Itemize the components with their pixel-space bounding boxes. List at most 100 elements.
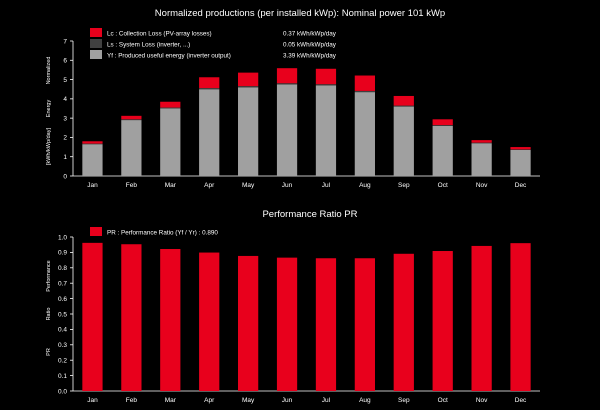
chart1-bar-apr-s2: [199, 77, 220, 89]
chart1-bar-oct-s0: [432, 125, 453, 176]
chart2-category-label: Dec: [515, 397, 527, 404]
chart2-y-tick-label: 0.5: [58, 311, 67, 318]
chart1-legend-label: Lc : Collection Loss (PV-array losses): [107, 31, 212, 38]
chart2-y-tick-label: 0.9: [58, 250, 67, 257]
chart1-categories: Jan Feb Mar Apr May Jun Jul Aug Sep Oct Nov Dec: [87, 182, 527, 189]
chart1-bar-mar-s1: [160, 107, 181, 109]
chart1-category-label: Dec: [515, 182, 527, 189]
chart1-bar-sep-s2: [393, 95, 414, 106]
chart2-ylabel: Performance Ratio PR: [46, 260, 52, 356]
chart2-axes: 0.0 0.1 0.2 0.3 0.4 0.5 0.6 0.7 0.8 0.9 1.0: [58, 234, 540, 395]
chart2-bar-mar-s0: [160, 249, 181, 391]
chart1-axes: 0 1 2 3 4 5 6 7: [63, 38, 540, 180]
chart2-y-tick-label: 0.7: [58, 281, 67, 288]
chart1-legend: Lc : Collection Loss (PV-array losses) 0.…: [90, 28, 337, 60]
chart1-bar-jul-s1: [315, 84, 337, 86]
chart2-category-label: Mar: [165, 397, 177, 404]
chart1-category-label: Jun: [282, 182, 293, 189]
chart2-y-tick-label: 0.1: [58, 373, 67, 380]
normalized-productions-chart: Normalized productions (per installed kW…: [46, 8, 540, 189]
chart1-ylabel-text: Normalized: [46, 57, 52, 85]
chart2-ylabel-text: Ratio: [46, 308, 52, 321]
chart2-bar-sep-s0: [393, 253, 414, 391]
chart2-bar-oct-s0: [432, 251, 453, 391]
chart1-bar-aug-s2: [354, 75, 375, 91]
chart2-category-label: Aug: [359, 397, 371, 404]
chart2-category-label: May: [242, 397, 255, 404]
chart1-legend-value: 0.05 kWh/kWp/day: [283, 42, 337, 49]
chart1-bar-apr-s1: [199, 88, 220, 90]
chart1-category-label: May: [242, 182, 255, 189]
chart2-ylabel-text: Performance: [46, 260, 52, 292]
chart1-y-tick-label: 6: [63, 58, 67, 65]
chart2-category-label: Feb: [126, 397, 138, 404]
chart1-bar-aug-s0: [354, 92, 375, 176]
chart1-legend-value: 0.37 kWh/kWp/day: [283, 31, 337, 38]
chart1-bar-dec-s0: [510, 149, 531, 176]
chart1-legend-swatch: [90, 50, 102, 59]
chart1-bar-oct-s1: [432, 125, 453, 126]
chart1-bar-jun-s0: [276, 84, 298, 176]
chart1-title: Normalized productions (per installed kW…: [155, 8, 445, 19]
chart1-bar-nov-s2: [471, 140, 492, 143]
chart2-bar-jan-s0: [82, 242, 103, 391]
performance-ratio-chart: Performance Ratio PR Performance Ratio PR …: [46, 209, 540, 404]
chart1-category-label: Jul: [322, 182, 331, 189]
chart2-bar-may-s0: [238, 255, 259, 391]
chart2-y-tick-label: 0.8: [58, 265, 67, 272]
chart1-bar-may-s2: [238, 72, 259, 87]
chart1-y-tick-label: 7: [63, 38, 67, 45]
chart2-bar-feb-s0: [121, 244, 142, 391]
chart2-y-tick-label: 0.3: [58, 342, 67, 349]
chart2-category-label: Oct: [438, 397, 448, 404]
chart2-bar-dec-s0: [510, 243, 531, 391]
chart1-bar-nov-s0: [471, 143, 492, 176]
chart1-bar-jun-s2: [276, 68, 298, 84]
chart1-bar-jan-s0: [82, 144, 103, 176]
chart2-ylabel-text: PR: [46, 348, 52, 356]
chart1-ylabel-text: [kWh/kWp/day]: [46, 128, 52, 165]
chart2-bar-jun-s0: [276, 257, 298, 391]
chart1-bar-aug-s1: [354, 90, 375, 93]
chart1-bar-may-s0: [238, 87, 259, 176]
chart1-bar-mar-s2: [160, 101, 181, 108]
chart1-bar-apr-s0: [199, 89, 220, 176]
chart2-categories: Jan Feb Mar Apr May Jun Jul Aug Sep Oct Nov Dec: [87, 397, 527, 404]
chart1-legend-swatch: [90, 39, 102, 48]
chart2-category-label: Jun: [282, 397, 293, 404]
chart1-bar-may-s1: [238, 86, 259, 88]
chart1-ylabel: Normalized Energy [kWh/kWp/day]: [46, 57, 52, 165]
chart1-y-tick-label: 5: [63, 77, 67, 84]
chart2-bars: [82, 242, 531, 391]
chart1-bar-sep-s0: [393, 106, 414, 176]
chart1-bar-feb-s1: [121, 119, 142, 121]
chart2-legend-label: PR : Performance Ratio (Yf / Yr) : 0.890: [107, 230, 218, 237]
chart2-bar-aug-s0: [354, 258, 375, 391]
chart1-bars: [82, 68, 531, 176]
chart1-bar-dec-s1: [510, 149, 531, 150]
chart2-bar-apr-s0: [199, 252, 220, 391]
chart1-bar-oct-s2: [432, 119, 453, 126]
chart2-category-label: Nov: [476, 397, 488, 404]
chart1-bar-mar-s0: [160, 108, 181, 176]
chart1-bar-dec-s2: [510, 147, 531, 150]
chart1-legend-value: 3.39 kWh/kWp/day: [283, 53, 337, 60]
chart2-legend-swatch: [90, 227, 102, 236]
chart1-ylabel-text: Energy: [46, 100, 52, 118]
chart1-category-label: Jan: [87, 182, 98, 189]
chart2-category-label: Jul: [322, 397, 331, 404]
chart1-y-tick-label: 3: [63, 115, 67, 122]
chart1-category-label: Oct: [438, 182, 448, 189]
chart2-title: Performance Ratio PR: [262, 209, 357, 220]
chart1-legend-swatch: [90, 28, 102, 37]
chart2-y-tick-label: 0.0: [58, 388, 67, 395]
chart1-bar-jul-s0: [315, 85, 337, 176]
chart2-legend: PR : Performance Ratio (Yf / Yr) : 0.890: [90, 227, 218, 237]
chart1-category-label: Feb: [126, 182, 138, 189]
chart1-legend-label: Yf : Produced useful energy (inverter ou…: [107, 53, 231, 60]
chart1-y-tick-label: 0: [63, 173, 67, 180]
chart1-category-label: Apr: [204, 182, 215, 189]
chart2-category-label: Sep: [398, 397, 410, 404]
chart1-category-label: Nov: [476, 182, 488, 189]
